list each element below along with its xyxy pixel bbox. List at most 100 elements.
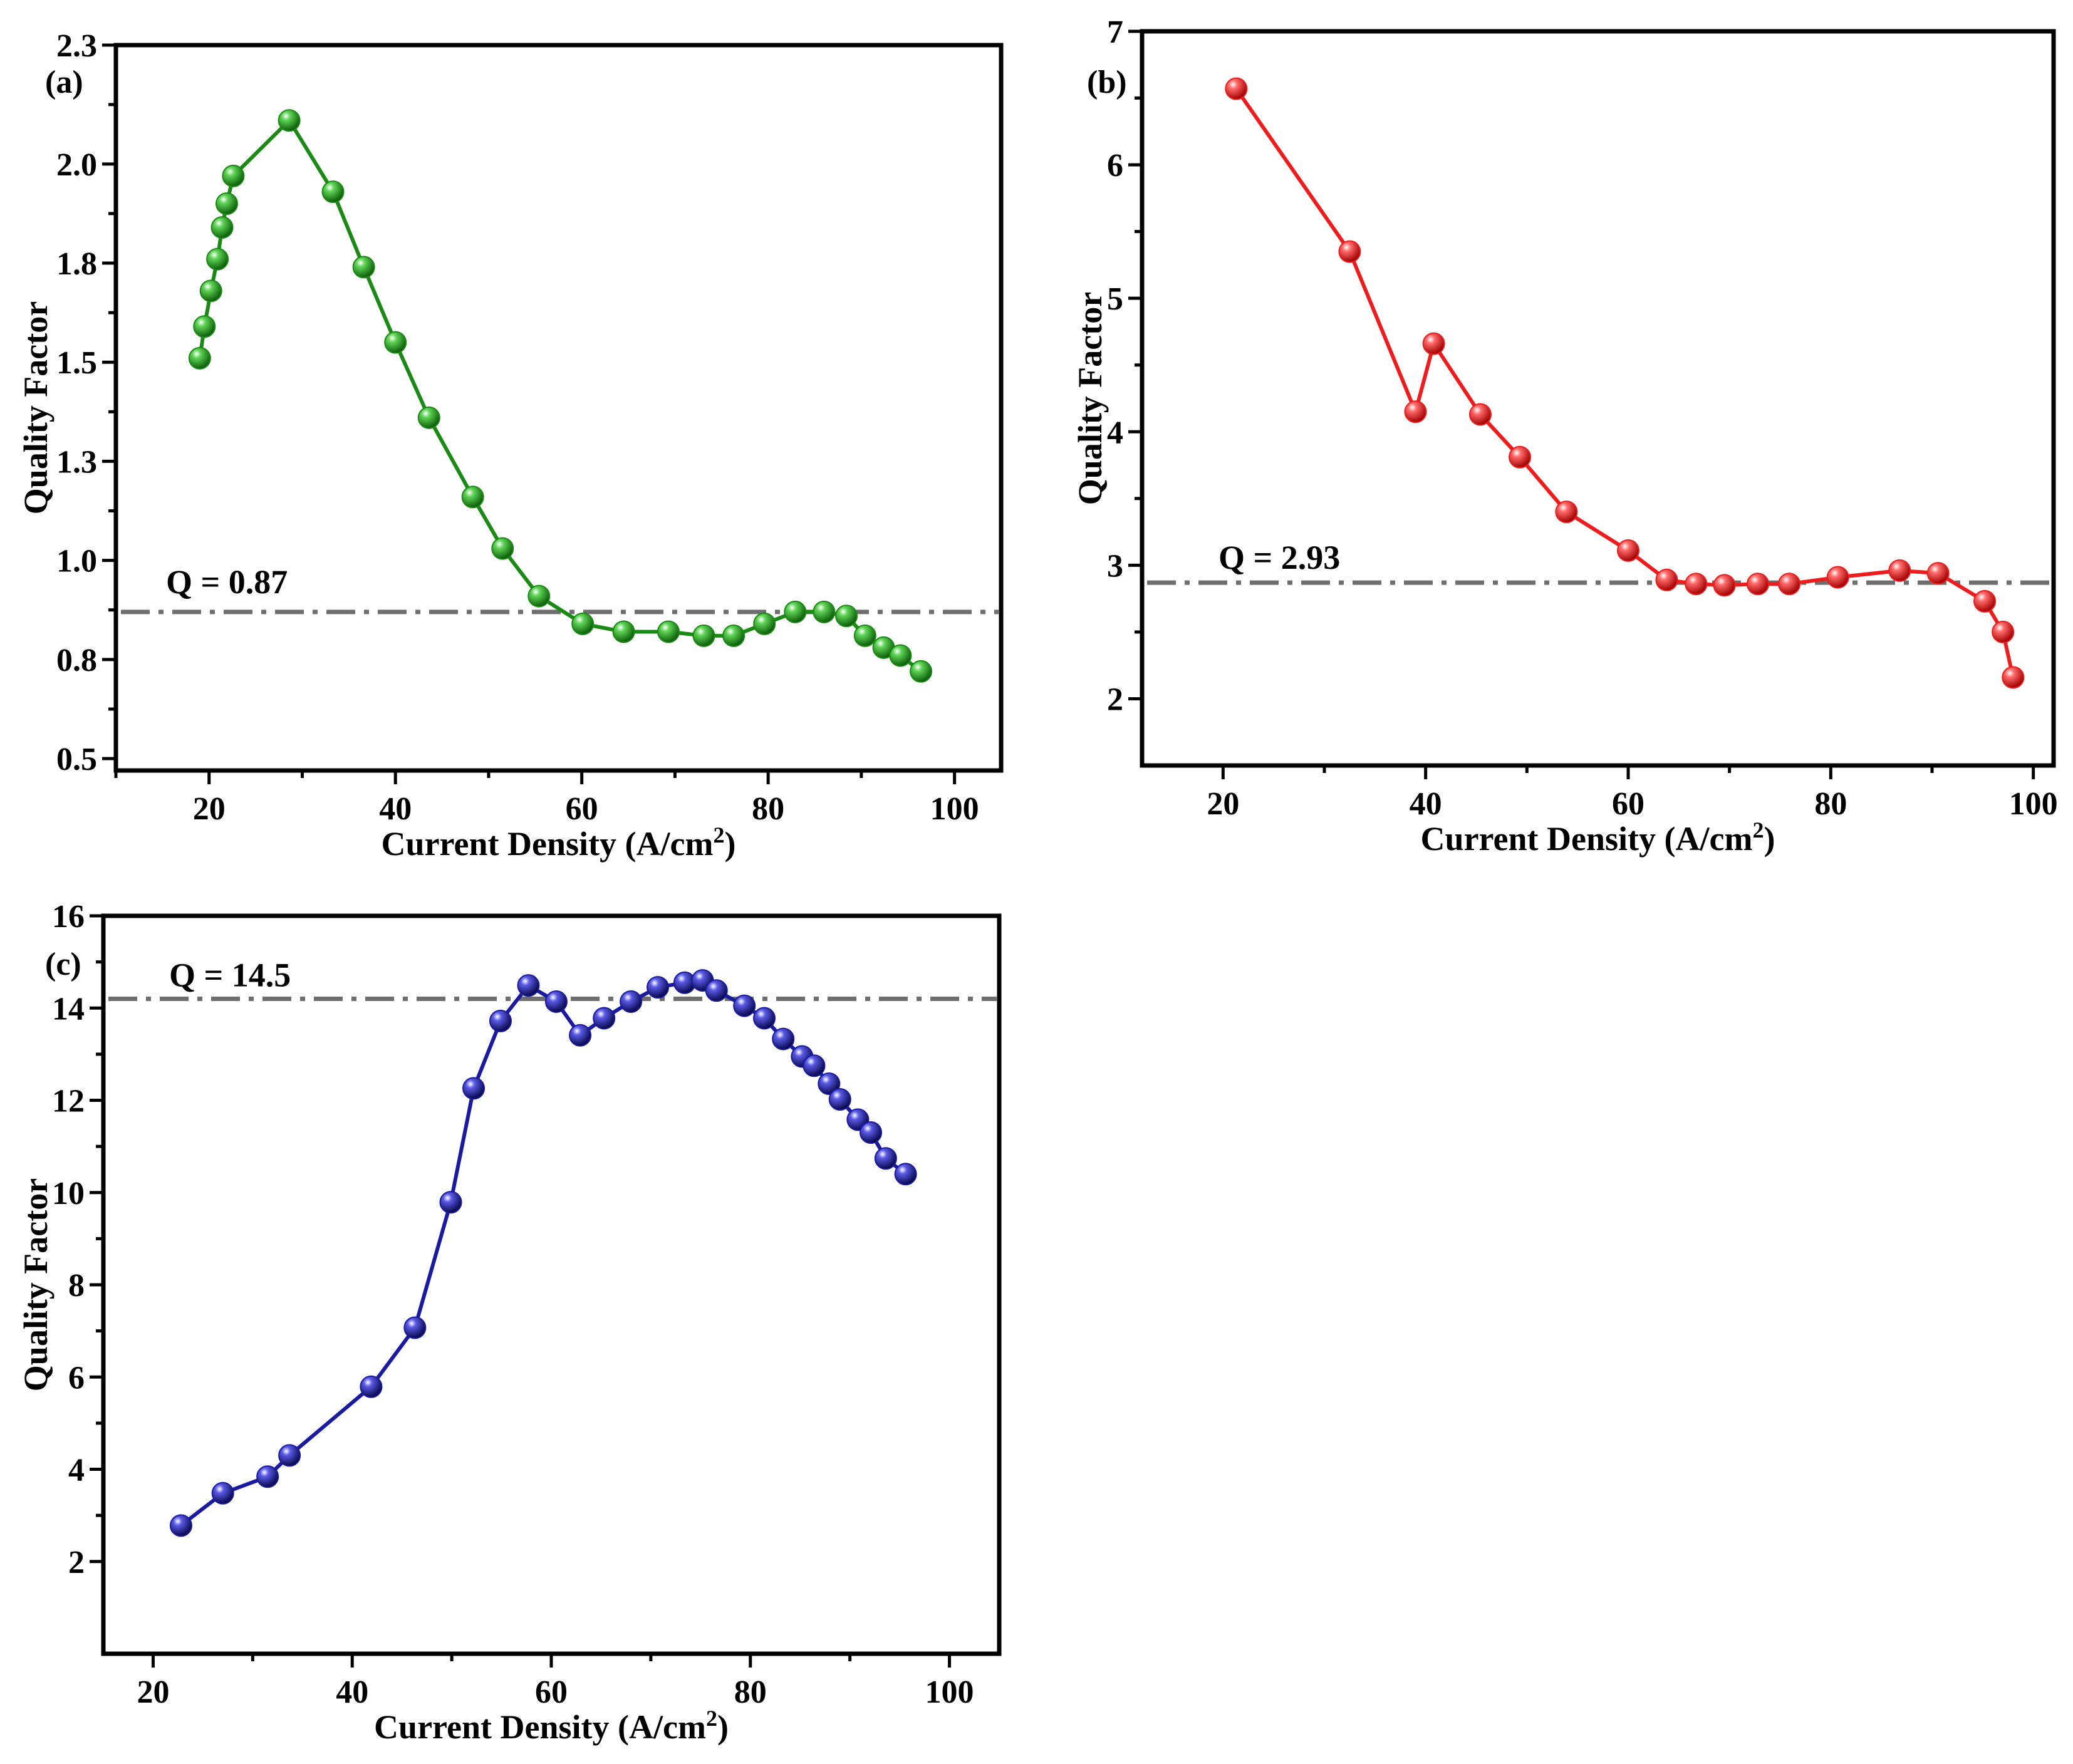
data-point (1926, 562, 1950, 585)
x-tick-label: 80 (734, 1674, 767, 1710)
data-point (461, 485, 484, 509)
x-tick-label: 20 (193, 791, 226, 827)
x-axis-title-end: ) (717, 1708, 729, 1746)
chart-panel-b: 20 40 60 80 100 2 3 4 5 6 7 Current Density (A/cm2)… (1071, 14, 2058, 858)
data-point (1338, 240, 1361, 263)
data-point (835, 604, 858, 628)
panel-label: (a) (45, 65, 83, 100)
x-axis-title-end: ) (1764, 820, 1775, 858)
data-point (1778, 573, 1801, 596)
data-point (462, 1077, 486, 1100)
chart-panel-c: 20 40 60 80 100 2 4 6 8 10 12 14 16 Current Density (… (17, 899, 1002, 1746)
data-point (722, 624, 746, 647)
y-axis-title: Quality Factor (17, 301, 55, 514)
data-point (206, 247, 229, 271)
y-tick-label: 8 (68, 1268, 85, 1304)
x-axis-title: Current Density (A/cm2) (374, 1706, 729, 1746)
series-line (1234, 87, 2015, 678)
data-point (647, 976, 670, 999)
data-point (278, 1444, 301, 1467)
data-point (222, 164, 245, 187)
data-point (753, 1007, 776, 1030)
data-point (544, 990, 568, 1013)
data-point (772, 1027, 795, 1051)
y-tick-label: 6 (1107, 148, 1123, 184)
data-point (784, 600, 807, 623)
data-point (910, 660, 933, 683)
y-tick-label: 4 (68, 1453, 85, 1488)
data-point (733, 994, 756, 1017)
y-tick-label: 2.3 (56, 28, 97, 64)
y-axis-title: Quality Factor (17, 1178, 55, 1391)
data-point (1888, 559, 1911, 582)
x-axis-title: Current Density (A/cm2) (1421, 817, 1775, 858)
data-point (593, 1007, 616, 1030)
data-point (1555, 501, 1578, 524)
data-point (188, 346, 211, 370)
data-point (860, 1121, 883, 1144)
x-tick-label: 40 (379, 791, 412, 827)
data-point (417, 406, 440, 429)
y-tick-label: 1.0 (56, 544, 97, 579)
data-point (360, 1375, 383, 1398)
data-point (1826, 566, 1849, 589)
data-point (321, 180, 345, 204)
x-tick-label: 20 (137, 1674, 169, 1710)
y-tick-label: 1.5 (56, 345, 97, 381)
y-tick-label: 5 (1107, 281, 1123, 317)
data-point (1713, 574, 1736, 597)
data-point (894, 1163, 917, 1186)
data-point (1225, 77, 1248, 100)
data-point (199, 279, 222, 303)
y-tick-label: 4 (1107, 415, 1123, 450)
x-tick-label: 40 (336, 1674, 368, 1710)
x-tick-label: 20 (1207, 786, 1239, 822)
plot-frame (113, 43, 1004, 773)
y-tick-label: 16 (52, 899, 85, 935)
data-point (1655, 568, 1678, 591)
x-axis-title: Current Density (A/cm2) (382, 822, 736, 863)
data-point (517, 974, 540, 997)
data-point (612, 620, 635, 643)
x-tick-label: 60 (566, 791, 598, 827)
x-tick-label: 60 (535, 1674, 568, 1710)
data-point (256, 1465, 279, 1488)
data-point (828, 1088, 851, 1111)
y-tick-label: 2 (1107, 682, 1123, 717)
x-tick-label: 100 (925, 1674, 974, 1710)
y-tick-label: 6 (68, 1360, 85, 1396)
data-point (403, 1316, 427, 1339)
data-point (384, 331, 407, 354)
series-line (197, 118, 922, 673)
data-point (1617, 539, 1639, 562)
y-tick-label: 1.3 (56, 444, 97, 480)
data-point (2002, 666, 2025, 689)
y-tick-label: 0.5 (56, 742, 97, 777)
data-point (657, 620, 680, 643)
x-tick-label: 80 (1814, 786, 1847, 822)
data-point (278, 109, 301, 132)
x-axis-title-superscript: 2 (706, 1706, 717, 1731)
data-point (527, 584, 551, 608)
data-point (1468, 403, 1492, 426)
y-tick-label: 2 (68, 1545, 85, 1580)
data-point (169, 1514, 192, 1537)
data-point (853, 624, 876, 647)
y-tick-label: 7 (1107, 14, 1123, 50)
y-tick-label: 1.8 (56, 246, 97, 282)
y-tick-label: 0.8 (56, 643, 97, 678)
x-axis-title-superscript: 2 (713, 822, 724, 848)
data-point (1509, 445, 1532, 469)
data-point (571, 612, 595, 635)
plot-frame (101, 913, 1002, 1656)
data-point (705, 979, 728, 1002)
data-point (210, 216, 234, 239)
data-point (818, 1072, 841, 1095)
y-tick-label: 2.0 (56, 147, 97, 183)
reference-line-label: Q = 2.93 (1218, 539, 1340, 576)
x-tick-label: 80 (752, 791, 784, 827)
data-point (1973, 589, 1997, 613)
y-tick-label: 10 (52, 1176, 85, 1211)
y-axis-title: Quality Factor (1071, 292, 1109, 505)
data-point (193, 315, 216, 338)
